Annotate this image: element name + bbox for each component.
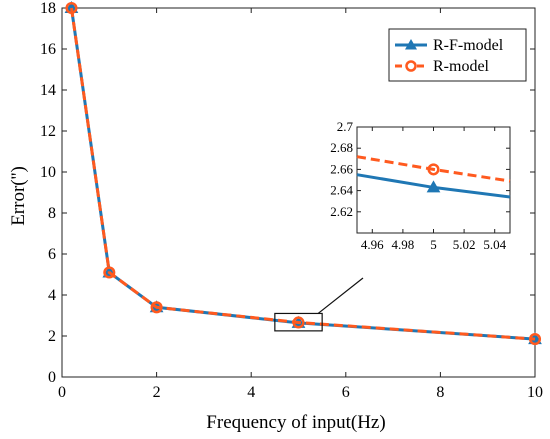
x-tick-label: 2 (153, 384, 161, 401)
x-tick-label: 10 (527, 384, 543, 401)
series-point-R-model (103, 266, 116, 279)
legend-label: R-model (433, 58, 490, 75)
series-point-R-model (65, 1, 78, 15)
y-tick-label: 6 (48, 246, 56, 263)
y-tick-label: 8 (48, 205, 56, 222)
series-line-R-model (69, 7, 536, 341)
inset-y-tick-label: 2.64 (330, 183, 353, 198)
inset-x-tick-label: 5.04 (483, 237, 506, 252)
legend-box (388, 28, 527, 82)
zoom-box (274, 312, 323, 332)
inset-y-tick-label: 2.68 (330, 140, 353, 155)
inset-y-tick-label: 2.62 (330, 204, 353, 219)
x-tick-label: 4 (247, 384, 255, 401)
y-tick-label: 2 (48, 328, 56, 345)
inset-y-tick-label: 2.66 (330, 161, 353, 176)
x-tick-label: 6 (342, 384, 350, 401)
series-point-R-F-model (426, 180, 441, 193)
y-tick-label: 4 (48, 287, 56, 304)
series-point-R-model (292, 316, 305, 329)
inset-x-tick-label: 5.02 (453, 237, 476, 252)
inset-y-tick-label: 2.7 (337, 119, 354, 134)
legend-swatch-marker (405, 60, 417, 72)
inset-plot: 4.96 4.98 5 5.02 5.04 2.62 2.64 2.66 2.68 2.7 (330, 119, 511, 252)
legend-label: R-F-model (433, 37, 504, 54)
y-tick-label: 0 (48, 369, 56, 386)
legend-swatch-marker (405, 39, 417, 50)
y-axis-label: Error('') (8, 166, 29, 226)
zoom-connector-line (317, 277, 364, 314)
y-tick-label: 18 (40, 0, 56, 17)
inset-x-tick-label: 4.98 (392, 237, 415, 252)
inset-x-tick-label: 5 (430, 237, 437, 252)
series-line-R-model (356, 155, 511, 183)
y-tick-label: 16 (40, 41, 56, 58)
series-point-R-model (150, 301, 163, 314)
y-tick-label: 14 (40, 82, 56, 99)
zoom-connector (317, 277, 364, 314)
x-tick-label: 0 (58, 384, 66, 401)
inset-x-tick-label: 4.96 (361, 237, 384, 252)
y-tick-label: 12 (40, 123, 56, 140)
x-axis-label: Frequency of input(Hz) (206, 412, 385, 433)
series-point-R-model (528, 333, 542, 346)
x-tick-label: 8 (436, 384, 444, 401)
series-point-R-model (427, 163, 440, 176)
legend: R-F-model R-model (388, 28, 527, 82)
y-tick-label: 10 (40, 164, 56, 181)
